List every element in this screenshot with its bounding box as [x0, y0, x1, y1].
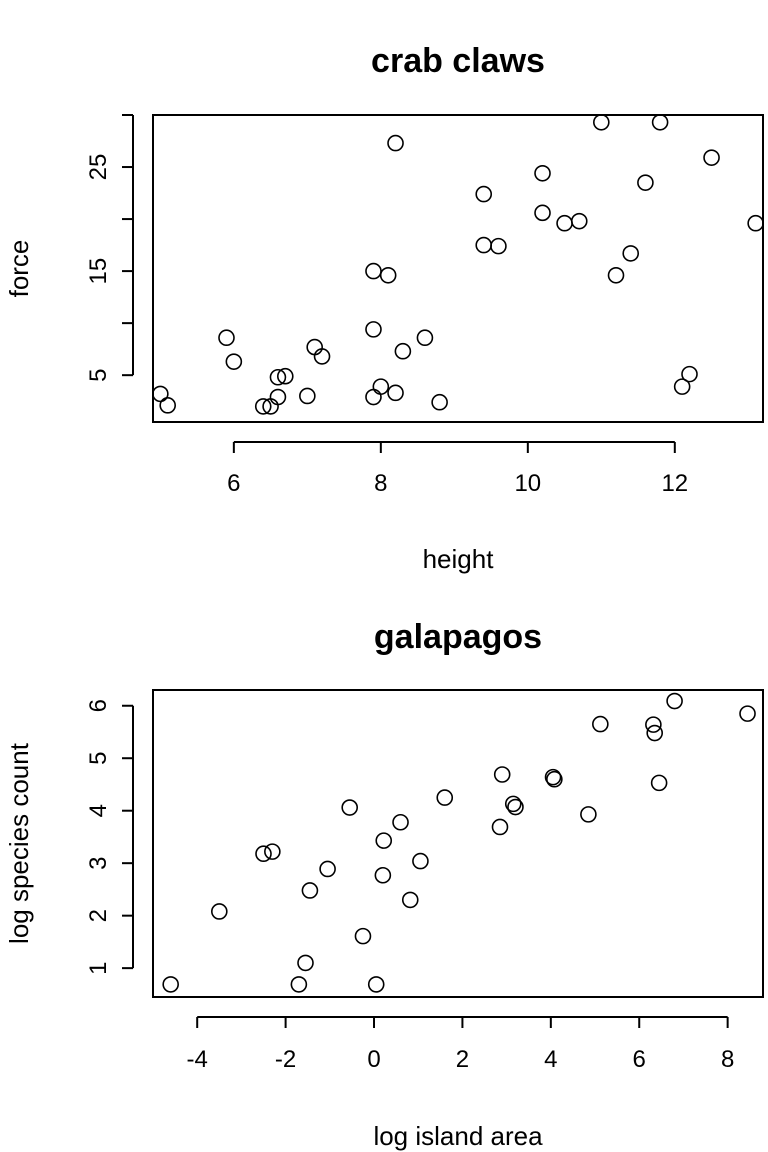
y-tick-label: 25 — [85, 154, 112, 181]
data-point — [544, 768, 562, 786]
data-point — [218, 329, 235, 347]
crab-claws-plot: crab claws 6 8 10 12 5 15 25 height force — [4, 42, 764, 574]
data-point — [580, 806, 597, 823]
y-tick-label: 5 — [85, 752, 112, 765]
x-tick-label: 2 — [456, 1046, 469, 1073]
data-point — [264, 843, 281, 860]
data-point — [401, 891, 419, 909]
data-point — [622, 245, 640, 262]
data-point — [269, 368, 287, 386]
data-point — [374, 866, 392, 884]
data-point — [162, 976, 179, 993]
data-point — [673, 378, 691, 395]
data-point — [645, 716, 662, 733]
y-tick-label: 6 — [85, 699, 112, 712]
data-point — [546, 770, 563, 788]
data-point — [387, 134, 404, 152]
data-point — [301, 882, 319, 899]
chart-title: crab claws — [371, 42, 545, 80]
data-point — [493, 766, 511, 783]
data-point — [475, 185, 493, 203]
data-point — [556, 214, 573, 232]
y-tick-label: 2 — [85, 909, 112, 922]
data-point — [507, 798, 524, 816]
data-point — [365, 262, 382, 280]
x-axis-label: log island area — [373, 1121, 543, 1151]
data-point — [534, 204, 551, 222]
x-tick-label: 0 — [367, 1046, 380, 1073]
data-point — [491, 818, 509, 836]
data-point — [637, 174, 654, 191]
x-tick-label: -4 — [187, 1046, 208, 1073]
y-tick-label: 3 — [85, 856, 112, 869]
y-tick-label: 1 — [85, 961, 112, 974]
data-point — [570, 212, 588, 230]
data-point — [319, 860, 336, 878]
data-point — [392, 813, 409, 831]
x-tick-label: 6 — [633, 1046, 646, 1073]
data-point — [313, 348, 331, 365]
data-point — [255, 845, 272, 863]
y-tick-label: 4 — [85, 804, 112, 817]
data-point — [211, 903, 228, 920]
data-point — [367, 976, 385, 993]
data-point — [747, 214, 764, 232]
data-point — [592, 715, 609, 733]
data-point — [394, 342, 412, 360]
x-tick-label: 8 — [721, 1046, 734, 1073]
x-tick-label: 12 — [661, 470, 688, 497]
data-point — [666, 692, 683, 710]
x-tick-label: 4 — [544, 1046, 557, 1073]
plot-frame — [152, 114, 764, 423]
y-tick-label: 5 — [85, 368, 112, 381]
plot-frame — [152, 689, 764, 998]
data-point — [354, 927, 372, 945]
y-axis-label: log species count — [4, 742, 34, 944]
galapagos-plot: galapagos -4 -2 0 2 4 6 8 1 2 3 4 5 6 log island area l… — [4, 618, 764, 1151]
x-tick-label: 10 — [514, 470, 541, 497]
data-point — [306, 338, 323, 356]
y-tick-label: 15 — [85, 258, 112, 285]
data-point — [650, 774, 668, 792]
data-point — [431, 393, 448, 411]
data-point — [593, 113, 610, 131]
data-point — [387, 384, 404, 402]
data-point — [412, 852, 429, 870]
data-point — [490, 237, 507, 255]
x-tick-label: 8 — [374, 470, 387, 497]
data-point — [379, 266, 397, 284]
data-point — [365, 388, 382, 406]
x-axis-label: height — [423, 544, 495, 574]
data-point — [436, 789, 454, 806]
y-axis-label: force — [4, 240, 34, 298]
data-point — [416, 329, 434, 347]
data-point — [607, 266, 625, 284]
data-point — [225, 353, 243, 370]
data-point — [276, 367, 294, 385]
data-point — [372, 378, 390, 395]
data-point — [365, 321, 382, 338]
data-point — [297, 954, 314, 972]
data-point — [269, 388, 287, 406]
data-point — [534, 164, 551, 182]
chart-title: galapagos — [374, 618, 542, 656]
data-point — [290, 976, 308, 993]
data-point — [475, 236, 493, 254]
data-point — [703, 149, 720, 166]
x-tick-label: 6 — [227, 470, 240, 497]
data-point — [375, 832, 393, 849]
data-point — [646, 724, 664, 742]
data-point — [681, 365, 698, 383]
data-point — [254, 398, 272, 415]
data-point — [299, 387, 316, 405]
data-point — [739, 705, 756, 722]
data-point — [152, 385, 169, 403]
data-point — [504, 795, 522, 813]
x-tick-label: -2 — [275, 1046, 296, 1073]
data-point — [341, 799, 359, 816]
data-point — [159, 397, 176, 414]
data-point — [651, 113, 669, 131]
